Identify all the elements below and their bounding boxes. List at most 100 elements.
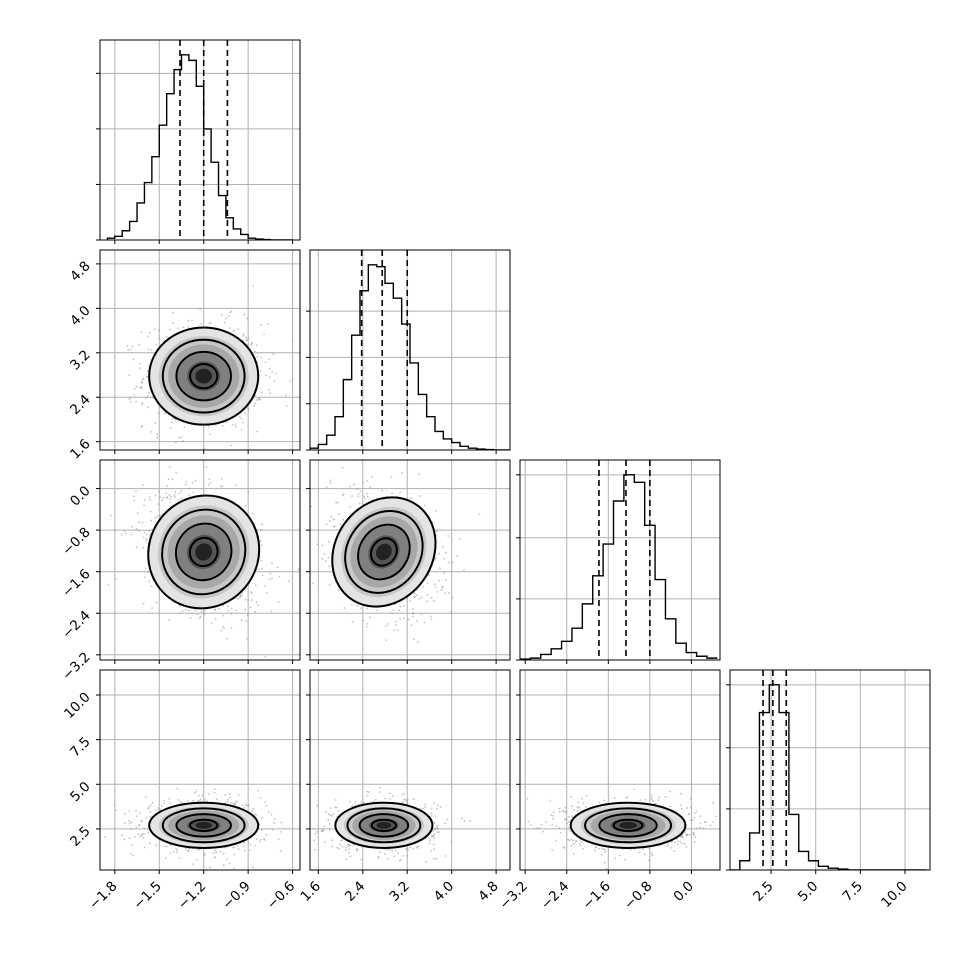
sample-point [209, 481, 212, 484]
sample-point [245, 620, 248, 623]
sample-point [151, 607, 153, 610]
panel-frame [99, 39, 301, 241]
sample-point [158, 329, 160, 332]
sample-point [223, 627, 225, 630]
sample-point [285, 394, 287, 397]
sample-point [244, 598, 247, 601]
sample-point [352, 844, 355, 846]
sample-point [145, 540, 148, 543]
sample-point [143, 846, 146, 849]
sample-point [237, 848, 240, 851]
sample-point [256, 356, 259, 358]
sample-point [366, 794, 369, 797]
sample-point [168, 466, 171, 469]
sample-point [418, 495, 421, 497]
sample-point [336, 501, 339, 504]
sample-point [396, 629, 399, 632]
sample-point [244, 608, 247, 611]
sample-point [219, 850, 222, 853]
sample-point [693, 812, 696, 815]
sample-point [247, 337, 250, 340]
sample-point [398, 609, 401, 612]
sample-point [124, 812, 126, 815]
sample-point [332, 813, 335, 815]
sample-point [411, 615, 414, 618]
sample-point [698, 826, 701, 829]
sample-point [135, 810, 137, 812]
sample-point [189, 616, 192, 619]
sample-point [130, 821, 133, 824]
sample-point [176, 327, 179, 330]
sample-point [255, 600, 258, 603]
sample-point [385, 639, 388, 642]
sample-point [181, 801, 184, 804]
sample-point [141, 382, 143, 384]
sample-point [354, 800, 357, 803]
sample-point [332, 525, 335, 528]
sample-point [430, 618, 433, 620]
sample-point [422, 585, 425, 588]
sample-point [221, 425, 224, 428]
sample-point [123, 530, 126, 532]
sample-point [261, 567, 264, 570]
sample-point [149, 510, 152, 513]
sample-point [157, 807, 159, 809]
sample-point [320, 829, 323, 832]
sample-point [348, 485, 351, 488]
sample-point [279, 830, 282, 833]
sample-point [158, 808, 161, 811]
sample-point [148, 391, 151, 394]
sample-point [191, 319, 193, 322]
sample-point [242, 845, 245, 848]
sample-point [203, 613, 206, 616]
sample-point [151, 396, 154, 399]
sample-point [180, 497, 183, 500]
sample-point [149, 498, 152, 501]
sample-point [413, 596, 416, 599]
sample-point [447, 592, 450, 594]
sample-point [269, 392, 272, 395]
sample-point [384, 852, 386, 855]
sample-point [124, 532, 127, 535]
sample-point [435, 510, 438, 512]
sample-point [263, 333, 266, 336]
sample-point [264, 656, 267, 658]
sample-point [327, 813, 330, 816]
contour-line [357, 523, 411, 581]
hist-panel-0 [96, 39, 301, 244]
sample-point [478, 513, 481, 516]
sample-point [348, 851, 350, 854]
sample-point [693, 816, 696, 819]
sample-point [268, 389, 270, 391]
sample-point [329, 482, 332, 484]
sample-point [143, 833, 145, 835]
sample-point [264, 374, 267, 377]
sample-point [395, 620, 397, 623]
sample-point [450, 841, 453, 843]
sample-point [210, 622, 213, 625]
sample-point [273, 380, 276, 383]
sample-point [227, 609, 230, 612]
sample-point [220, 313, 223, 316]
sample-point [438, 579, 441, 582]
sample-point [445, 551, 448, 554]
sample-point [412, 611, 415, 614]
sample-point [157, 503, 159, 505]
sample-point [268, 358, 271, 361]
sample-point [222, 864, 225, 866]
sample-point [252, 807, 255, 810]
sample-point [434, 815, 437, 818]
sample-point [227, 605, 230, 608]
sample-point [402, 617, 405, 620]
sample-point [235, 609, 238, 612]
sample-point [327, 819, 330, 821]
sample-point [601, 853, 603, 856]
sample-point [435, 807, 438, 810]
sample-point [371, 475, 374, 478]
sample-point [337, 589, 340, 592]
sample-point [658, 796, 660, 798]
sample-point [246, 317, 248, 320]
sample-point [160, 514, 162, 517]
sample-point [249, 591, 252, 593]
